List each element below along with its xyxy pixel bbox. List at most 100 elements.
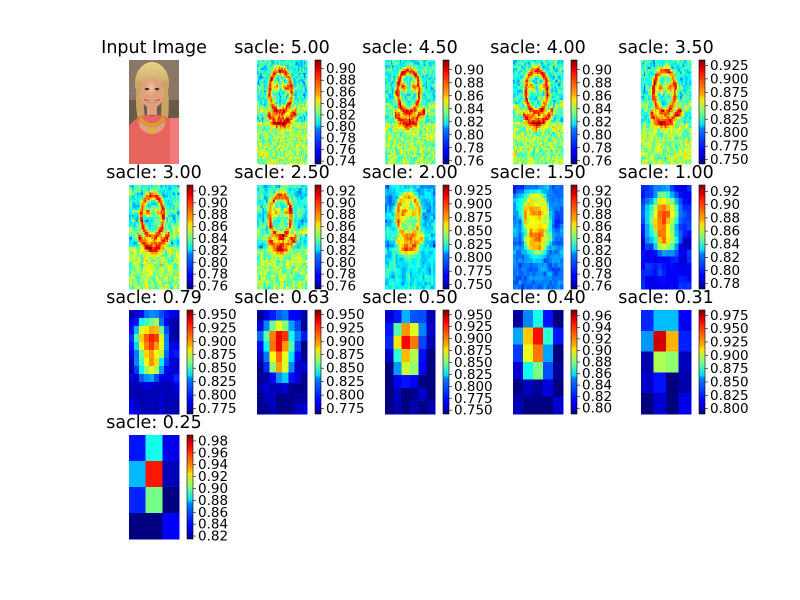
heatmap-cell [302,138,305,141]
heatmap-cell [294,129,297,133]
heatmap-cell [263,136,265,139]
heatmap-cell [269,102,272,105]
heatmap-cell [424,104,427,108]
heatmap-cell [403,61,405,65]
heatmap-cell [387,60,390,63]
heatmap-cell [279,103,282,107]
heatmap-cell [305,95,308,98]
heatmap-cell [294,63,297,66]
heatmap-cell [400,129,403,133]
heatmap-cell [292,97,295,100]
heatmap-cell [413,120,416,124]
heatmap-cell [395,120,397,124]
heatmap-cell [270,97,273,100]
heatmap-cell [416,95,419,99]
heatmap-cell [272,71,275,74]
heatmap-cell [411,99,413,102]
heatmap-cell [405,60,408,63]
heatmap-cell [276,66,279,69]
heatmap-cell [257,113,259,116]
heatmap-cell [285,120,287,123]
heatmap-cell [423,79,426,83]
heatmap-cell [287,134,289,137]
heatmap-cell [391,83,394,86]
heatmap-cell [422,106,425,110]
heatmap-cell [270,64,273,68]
heatmap-cell [415,88,418,92]
heatmap-cell [268,136,271,139]
heatmap-cell [403,81,405,84]
heatmap-cell [391,106,394,110]
heatmap-cell [429,113,432,117]
heatmap-cell [428,90,430,93]
heatmap-cell [431,133,434,136]
heatmap-cell [269,160,272,163]
heatmap-cell [302,84,305,87]
heatmap-cell [431,70,434,74]
heatmap-cell [283,61,285,64]
heatmap-cell [301,74,304,77]
heatmap-cell [385,68,387,72]
heatmap-cell [276,129,279,133]
heatmap-cell [270,99,273,102]
heatmap-cell [428,72,430,75]
heatmap-cell [396,90,399,93]
heatmap-cell [284,126,286,129]
heatmap-cell [415,70,418,74]
heatmap-cell [430,126,433,129]
heatmap-cell [272,102,275,105]
heatmap-cell [276,110,279,113]
heatmap-cell [271,147,274,150]
heatmap-cell [305,136,308,139]
heatmap-cell [390,79,393,83]
heatmap-cell [394,101,396,104]
heatmap-cell [422,128,425,131]
heatmap-cell [429,65,432,68]
heatmap-cell [419,101,421,104]
heatmap-cell [274,73,277,76]
heatmap-cell [419,129,421,133]
heatmap-cell [288,112,290,115]
heatmap-cell [290,64,292,68]
heatmap-cell [432,135,435,138]
heatmap-cell [260,63,262,66]
heatmap-cell [258,133,260,136]
heatmap-cell [273,77,276,81]
heatmap-cell [268,76,271,79]
heatmap-cell [284,108,286,111]
input-image-panel: Input Image [101,38,207,164]
heatmap-cell [269,105,272,108]
heatmap-cell [399,106,402,110]
heatmap-cell [431,72,434,75]
heatmap-cell [274,92,277,95]
heatmap-cell [270,66,273,69]
heatmap-cell [392,106,395,110]
heatmap-cell [271,162,274,165]
heatmap-cell [432,72,435,75]
heatmap-cell [279,126,282,129]
heatmap-cell [290,92,292,95]
heatmap-cell [271,74,274,77]
heatmap-cell [415,129,418,133]
heatmap-cell [269,155,272,159]
heatmap-cell [301,123,304,126]
heatmap-cell [405,131,408,135]
heatmap-cell [297,68,300,71]
heatmap-cell [430,70,433,74]
heatmap-cell [284,142,286,146]
heatmap-cell [300,125,303,128]
heatmap-cell [267,134,270,137]
heatmap-cell [407,124,410,127]
heatmap-cell [269,154,272,157]
heatmap-cell [291,113,294,116]
heatmap-cell [421,110,424,113]
heatmap-cell [275,118,278,121]
heatmap-cell [274,108,277,111]
heatmap-cell [268,157,271,160]
heatmap-cell [413,86,416,90]
heatmap-cell [390,117,393,120]
heatmap-cell [263,113,265,116]
heatmap-cell [257,152,259,155]
heatmap-cell [277,107,280,110]
heatmap-cell [302,116,305,120]
